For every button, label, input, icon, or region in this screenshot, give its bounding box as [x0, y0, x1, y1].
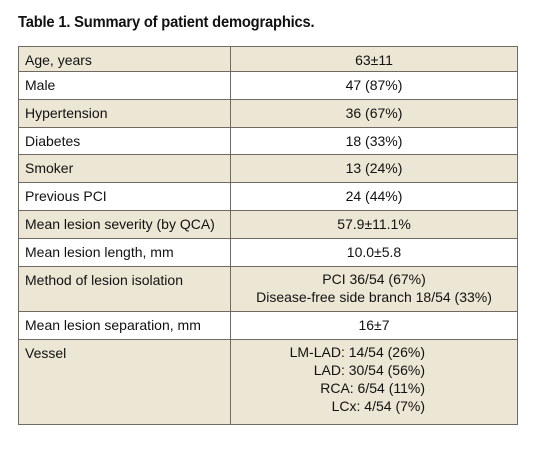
- row-label: Age, years: [18, 46, 231, 72]
- row-label: Mean lesion severity (by QCA): [18, 210, 231, 239]
- row-label: Method of lesion isolation: [18, 266, 231, 312]
- table-row: Mean lesion length, mm 10.0±5.8: [18, 238, 518, 267]
- table-row: Method of lesion isolation PCI 36/54 (67…: [18, 266, 518, 312]
- table-row: Age, years 63±11: [18, 46, 518, 72]
- table-row: Vessel LM-LAD: 14/54 (26%) LAD: 30/54 (5…: [18, 339, 518, 425]
- table-row: Diabetes 18 (33%): [18, 127, 518, 155]
- table-row: Previous PCI 24 (44%): [18, 182, 518, 211]
- row-label: Male: [18, 71, 231, 100]
- row-label: Vessel: [18, 339, 231, 425]
- row-value: 24 (44%): [230, 182, 518, 211]
- row-value: 13 (24%): [230, 154, 518, 183]
- row-label: Mean lesion length, mm: [18, 238, 231, 267]
- table-row: Smoker 13 (24%): [18, 154, 518, 183]
- table-row: Mean lesion severity (by QCA) 57.9±11.1%: [18, 210, 518, 239]
- row-label: Diabetes: [18, 127, 231, 155]
- row-label: Hypertension: [18, 99, 231, 128]
- row-value: 16±7: [230, 311, 518, 340]
- row-label: Previous PCI: [18, 182, 231, 211]
- row-value: LM-LAD: 14/54 (26%) LAD: 30/54 (56%) RCA…: [230, 339, 518, 425]
- table-row: Hypertension 36 (67%): [18, 99, 518, 128]
- table-row: Mean lesion separation, mm 16±7: [18, 311, 518, 340]
- row-label: Mean lesion separation, mm: [18, 311, 231, 340]
- row-value: 57.9±11.1%: [230, 210, 518, 239]
- demographics-table: Age, years 63±11 Male 47 (87%) Hypertens…: [18, 46, 518, 425]
- row-value: 36 (67%): [230, 99, 518, 128]
- row-value: 10.0±5.8: [230, 238, 518, 267]
- row-value: 47 (87%): [230, 71, 518, 100]
- row-label: Smoker: [18, 154, 231, 183]
- row-value: 18 (33%): [230, 127, 518, 155]
- table-caption: Table 1. Summary of patient demographics…: [18, 14, 315, 31]
- row-value: PCI 36/54 (67%) Disease-free side branch…: [230, 266, 518, 312]
- row-value: 63±11: [230, 46, 518, 72]
- table-row: Male 47 (87%): [18, 71, 518, 100]
